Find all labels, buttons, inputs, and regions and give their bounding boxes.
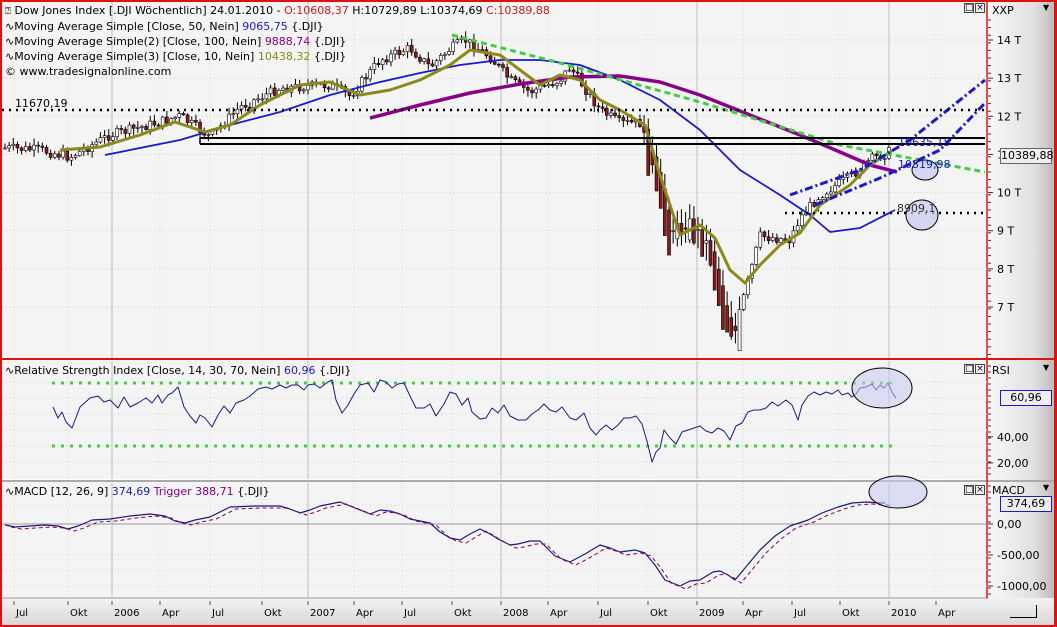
level-b-label: 10319,98 [898, 158, 951, 171]
resistance-label: 11670,19 [15, 97, 68, 110]
svg-text:Okt: Okt [264, 608, 282, 619]
chart-title: Dow Jones Index [.DJI Wöchentlich] 24.01… [14, 4, 285, 17]
svg-text:40,00: 40,00 [997, 431, 1029, 444]
price-axis-title: XXP [992, 4, 1014, 17]
rsi-legend[interactable]: ∿Relative Strength Index [Close, 14, 30,… [5, 364, 352, 377]
svg-text:13 T: 13 T [997, 72, 1021, 85]
svg-text:Apr: Apr [356, 608, 374, 619]
svg-text:Jul: Jul [211, 608, 224, 619]
svg-text:Okt: Okt [454, 608, 472, 619]
close-value: C:10389,88 [482, 4, 550, 17]
svg-text:14 T: 14 T [997, 34, 1021, 47]
svg-text:Jul: Jul [599, 608, 612, 619]
svg-text:Apr: Apr [745, 608, 763, 619]
svg-text:7 T: 7 T [997, 301, 1014, 314]
close-pane-button[interactable]: × [975, 3, 985, 13]
high-value: H:10729,89 [348, 4, 417, 17]
rsi-value-tag: 60,96 [1000, 390, 1052, 406]
price-legend: ⍰ Dow Jones Index [.DJI Wöchentlich] 24.… [5, 3, 550, 79]
svg-text:2008: 2008 [503, 608, 528, 619]
indicator-wave-icon: ∿ [5, 485, 15, 498]
support-label: 8909,1 [897, 202, 936, 215]
indicator-wave-icon: ∿ [5, 364, 15, 377]
svg-text:Okt: Okt [842, 608, 860, 619]
svg-text:Jul: Jul [15, 608, 28, 619]
ma50-legend[interactable]: ∿Moving Average Simple [Close, 50, Nein]… [5, 20, 324, 33]
svg-text:2009: 2009 [699, 608, 724, 619]
close-rsi-button[interactable]: × [975, 364, 985, 374]
svg-text:Jul: Jul [793, 608, 806, 619]
indicator-wave-icon: ∿ [5, 35, 15, 48]
maximize-macd-button[interactable]: □ [964, 485, 974, 495]
svg-text:Okt: Okt [70, 608, 88, 619]
svg-text:Apr: Apr [162, 608, 180, 619]
svg-text:Okt: Okt [650, 608, 668, 619]
candle-icon: ⍰ [5, 6, 11, 17]
svg-text:12 T: 12 T [997, 110, 1021, 123]
svg-text:Jul: Jul [403, 608, 416, 619]
maximize-rsi-button[interactable]: □ [964, 364, 974, 374]
indicator-wave-icon: ∿ [5, 50, 15, 63]
last-price-tag: 10389,88 [1000, 148, 1054, 164]
level-a-label: 10635,15 [898, 136, 951, 149]
ma100-legend[interactable]: ∿Moving Average Simple(2) [Close, 100, N… [5, 35, 347, 48]
macd-axis-title: MACD [992, 484, 1025, 497]
svg-text:2007: 2007 [310, 608, 335, 619]
svg-text:-1000,00: -1000,00 [997, 580, 1046, 593]
svg-text:9 T: 9 T [997, 225, 1014, 238]
symbol-header[interactable]: ⍰ Dow Jones Index [.DJI Wöchentlich] 24.… [5, 3, 550, 19]
macd-legend[interactable]: ∿MACD [12, 26, 9] 374,69 Trigger 388,71 … [5, 485, 270, 498]
svg-text:2010: 2010 [891, 608, 916, 619]
price-axis-dropdown-icon[interactable]: ▼ [1043, 3, 1050, 12]
svg-text:-500,00: -500,00 [997, 549, 1039, 562]
ma10-legend[interactable]: ∿Moving Average Simple(3) [Close, 10, Ne… [5, 50, 347, 63]
svg-text:Apr: Apr [550, 608, 568, 619]
macd-axis-dropdown-icon[interactable]: ▼ [1043, 483, 1050, 492]
svg-text:8 T: 8 T [997, 263, 1014, 276]
svg-text:0,00: 0,00 [997, 518, 1022, 531]
open-value: O:10608,37 [284, 4, 349, 17]
svg-text:Apr: Apr [938, 608, 956, 619]
rsi-axis-dropdown-icon[interactable]: ▼ [1043, 363, 1050, 372]
macd-value-tag: 374,69 [1000, 496, 1052, 512]
svg-text:2006: 2006 [114, 608, 139, 619]
svg-text:10 T: 10 T [997, 187, 1021, 200]
maximize-pane-button[interactable]: □ [964, 3, 974, 13]
low-value: L:10374,69 [416, 4, 483, 17]
svg-text:20,00: 20,00 [997, 457, 1029, 470]
indicator-wave-icon: ∿ [5, 20, 15, 33]
close-macd-button[interactable]: × [975, 485, 985, 495]
watermark: © www.tradesignalonline.com [5, 65, 172, 78]
scroll-to-end-button[interactable] [1010, 605, 1037, 618]
rsi-axis-title: RSI [992, 364, 1010, 377]
